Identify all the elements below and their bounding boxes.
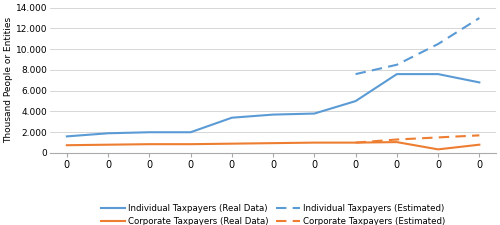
Y-axis label: Thousand People or Entities: Thousand People or Entities — [4, 17, 13, 143]
Legend: Individual Taxpayers (Real Data), Corporate Taxpayers (Real Data), Individual Ta: Individual Taxpayers (Real Data), Corpor… — [100, 204, 446, 225]
